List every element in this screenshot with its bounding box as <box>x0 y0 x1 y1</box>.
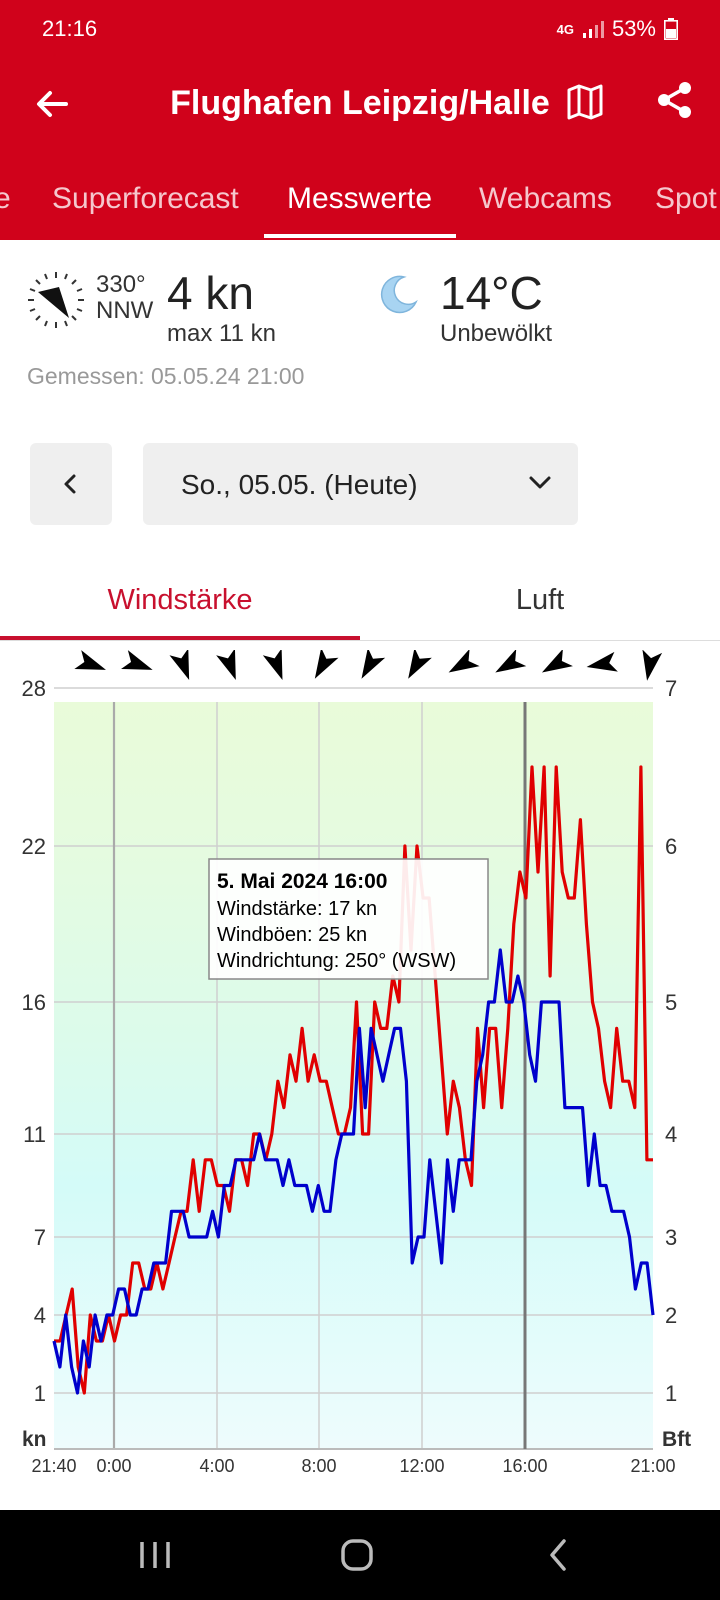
back-nav-icon[interactable] <box>548 1538 568 1572</box>
battery-icon <box>664 18 678 40</box>
map-icon[interactable] <box>565 82 605 122</box>
wind-direction-arrow-icon <box>74 650 106 670</box>
wind-direction-arrow-icon <box>495 650 527 673</box>
wind-direction-arrow-icon <box>361 650 386 679</box>
right-unit-label: Bft <box>662 1428 691 1451</box>
wind-direction-arrow-icon <box>169 650 190 680</box>
y-tick-label-kn: 1 <box>34 1381 46 1406</box>
temperature: 14°C <box>440 267 543 319</box>
wind-direction-name: NNW <box>96 297 154 324</box>
tab-indicator <box>264 234 456 238</box>
sky-condition: Unbewölkt <box>440 320 553 347</box>
tab-spot[interactable]: Spot <box>655 182 717 215</box>
chevron-down-icon <box>529 476 551 489</box>
subtab-windstaerke[interactable]: Windstärke <box>107 584 253 616</box>
left-unit-label: kn <box>22 1428 47 1451</box>
previous-day-button[interactable] <box>30 443 112 525</box>
wind-direction-arrow-icon <box>408 650 432 679</box>
x-tick-label: 0:00 <box>96 1456 131 1476</box>
signal-icon <box>582 21 604 38</box>
tab-partial-left[interactable]: e <box>0 182 11 215</box>
tab-superforecast[interactable]: Superforecast <box>52 182 239 215</box>
y-tick-label-bft: 4 <box>665 1122 677 1147</box>
y-tick-label-bft: 6 <box>665 834 677 859</box>
tab-bar: e Superforecast Messwerte Webcams Spot <box>0 170 720 240</box>
measured-timestamp: Gemessen: 05.05.24 21:00 <box>27 363 305 389</box>
tooltip-gust: Windböen: 25 kn <box>217 924 367 946</box>
wind-direction-arrow-icon <box>448 650 480 673</box>
chart-subtabs: Windstärke Luft <box>0 560 720 641</box>
day-select-value: So., 05.05. (Heute) <box>181 469 418 500</box>
system-navigation-bar <box>0 1510 720 1600</box>
wind-direction-readout: 330° NNW <box>96 272 153 324</box>
wind-direction-arrow-icon <box>541 650 573 673</box>
current-conditions: 330° NNW 4 kn max 11 kn 14°C Unbewölkt G… <box>0 260 720 400</box>
title-row: Flughafen Leipzig/Halle <box>0 70 720 134</box>
x-tick-label: 21:00 <box>630 1456 675 1476</box>
y-tick-label-kn: 11 <box>23 1122 46 1147</box>
y-tick-label-kn: 28 <box>22 676 46 701</box>
chevron-left-icon <box>64 474 76 494</box>
x-tick-label: 16:00 <box>502 1456 547 1476</box>
series-line-0 <box>52 948 655 1395</box>
wind-direction-arrow-icon <box>642 650 663 681</box>
tooltip-wind: Windstärke: 17 kn <box>217 898 377 920</box>
wind-direction-compass-icon <box>28 272 84 328</box>
wind-direction-arrow-icon <box>216 650 236 680</box>
wind-direction-arrow-icon <box>314 650 339 679</box>
series-line-1 <box>54 765 653 1395</box>
subtab-luft[interactable]: Luft <box>515 584 565 616</box>
wind-direction-arrow-icon <box>262 650 283 680</box>
tab-messwerte[interactable]: Messwerte <box>287 182 433 215</box>
x-tick-label: 21:40 <box>31 1456 76 1476</box>
share-icon[interactable] <box>655 80 695 120</box>
battery-percent: 53% <box>611 16 656 41</box>
y-tick-label-kn: 16 <box>22 990 46 1015</box>
y-tick-label-bft: 5 <box>665 990 677 1015</box>
y-tick-label-bft: 3 <box>665 1225 677 1250</box>
back-arrow-icon[interactable] <box>32 84 72 124</box>
status-icons: 4G 53% <box>557 16 678 42</box>
recent-apps-icon[interactable] <box>138 1540 172 1570</box>
x-tick-label: 8:00 <box>301 1456 336 1476</box>
tooltip-box <box>208 858 489 980</box>
wind-direction-arrow-icon <box>586 651 618 672</box>
y-tick-label-kn: 22 <box>22 834 46 859</box>
x-tick-label: 4:00 <box>199 1456 234 1476</box>
tooltip-direction: Windrichtung: 250° (WSW) <box>217 950 456 972</box>
status-bar: 21:16 4G 53% <box>42 14 678 48</box>
wind-direction-arrow-icon <box>121 650 153 670</box>
wind-direction-degrees: 330° <box>96 271 146 298</box>
network-type: 4G <box>556 21 574 37</box>
wind-chart[interactable]: 28 722 616 511 47 34 21 121:40 0:00 4:00 8:00 12:00… <box>0 650 720 1490</box>
tooltip: 5. Mai 2024 16:00 Windstärke: 17 kn Wind… <box>208 858 489 980</box>
wind-speed: 4 kn <box>167 267 254 319</box>
day-select[interactable]: So., 05.05. (Heute) <box>143 443 578 525</box>
y-tick-label-kn: 4 <box>34 1303 46 1328</box>
moon-icon <box>380 275 418 314</box>
app-bar: 21:16 4G 53% Flughafen Leipzig/Halle <box>0 0 720 240</box>
home-icon[interactable] <box>340 1538 374 1572</box>
y-tick-label-bft: 2 <box>665 1303 677 1328</box>
y-tick-label-kn: 7 <box>34 1225 46 1250</box>
y-tick-label-bft: 7 <box>665 676 677 701</box>
wind-max: max 11 kn <box>167 320 276 347</box>
x-tick-label: 12:00 <box>399 1456 444 1476</box>
tab-webcams[interactable]: Webcams <box>479 182 612 215</box>
status-time: 21:16 <box>42 16 98 41</box>
subtab-indicator <box>0 636 360 640</box>
y-tick-label-bft: 1 <box>665 1381 677 1406</box>
page-title: Flughafen Leipzig/Halle <box>170 84 550 122</box>
tooltip-title: 5. Mai 2024 16:00 <box>217 870 387 893</box>
